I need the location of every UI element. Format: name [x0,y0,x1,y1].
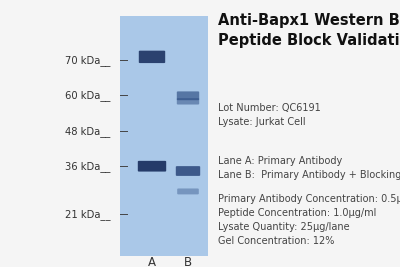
FancyBboxPatch shape [138,161,166,172]
Text: 36 kDa__: 36 kDa__ [65,161,110,172]
Text: B: B [184,257,192,267]
Text: Lane A: Primary Antibody
Lane B:  Primary Antibody + Blocking Peptide: Lane A: Primary Antibody Lane B: Primary… [218,156,400,180]
Bar [120,16,208,256]
Text: Primary Antibody Concentration: 0.5μg/ml
Peptide Concentration: 1.0μg/ml
Lysate : Primary Antibody Concentration: 0.5μg/ml… [218,194,400,246]
FancyBboxPatch shape [177,91,199,100]
FancyBboxPatch shape [177,98,199,105]
Text: Lot Number: QC6191
Lysate: Jurkat Cell: Lot Number: QC6191 Lysate: Jurkat Cell [218,103,321,127]
Text: 60 kDa__: 60 kDa__ [65,90,110,101]
Text: 48 kDa__: 48 kDa__ [65,126,110,137]
Text: 21 kDa__: 21 kDa__ [64,209,110,220]
Text: Anti-Bapx1 Western Blot &
Peptide Block Validation: Anti-Bapx1 Western Blot & Peptide Block … [218,13,400,48]
Text: 70 kDa__: 70 kDa__ [65,55,110,66]
FancyBboxPatch shape [177,189,199,194]
FancyBboxPatch shape [139,51,165,63]
FancyBboxPatch shape [176,166,200,176]
Text: A: A [148,257,156,267]
